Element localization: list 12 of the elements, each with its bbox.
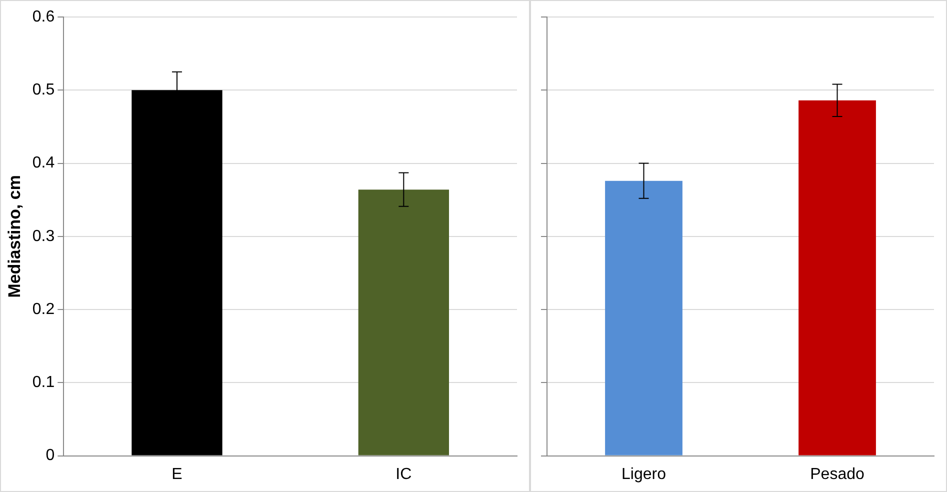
y-tick-label: 0.1: [32, 374, 55, 392]
y-tick-label: 0.6: [32, 8, 55, 26]
x-tick-label: E: [172, 466, 182, 483]
y-tick-label: 0.2: [32, 300, 55, 318]
x-tick-label: Pesado: [810, 466, 864, 483]
y-tick-label: 0.5: [32, 82, 55, 99]
y-tick-label: 0.3: [32, 228, 55, 245]
y-tick-label: 0.4: [32, 154, 55, 172]
y-axis-title: Mediastino, cm: [4, 174, 24, 298]
x-tick-label: IC: [396, 466, 412, 483]
x-tick-label: Ligero: [622, 466, 666, 483]
y-tick-label: 0: [46, 447, 55, 464]
